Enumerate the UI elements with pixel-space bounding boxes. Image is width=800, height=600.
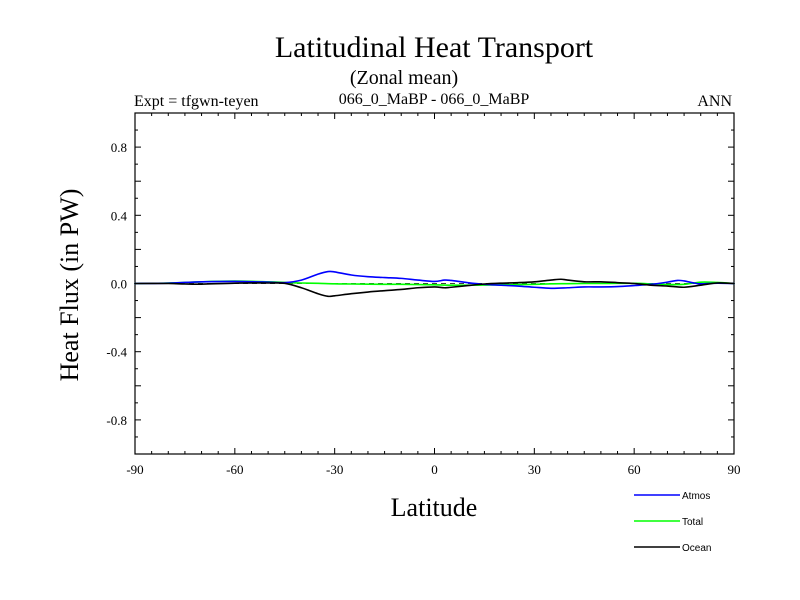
- x-tick-label: -30: [326, 462, 343, 477]
- y-tick-label: 0.8: [111, 140, 127, 155]
- x-tick-label: -60: [226, 462, 243, 477]
- case-label: 066_0_MaBP - 066_0_MaBP: [339, 91, 530, 108]
- series-line-atmos: [134, 270, 735, 290]
- chart-subtitle: (Zonal mean): [350, 67, 458, 89]
- season-label: ANN: [697, 93, 732, 110]
- legend-label-atmos: Atmos: [682, 491, 710, 502]
- y-axis-title: Heat Flux (in PW): [55, 189, 84, 382]
- y-tick-label: 0.0: [111, 277, 127, 292]
- x-tick-label: -90: [126, 462, 143, 477]
- experiment-label: Expt = tfgwn-teyen: [134, 93, 259, 110]
- x-tick-label: 0: [431, 462, 438, 477]
- y-tick-label: 0.4: [111, 208, 128, 223]
- plot-area: -90 -60 -30 0 30 60 90 0.8 0.4 0.0 -0.4 -0.8: [106, 112, 741, 477]
- legend: Atmos Total Ocean: [634, 491, 711, 554]
- x-tick-label: 90: [728, 462, 741, 477]
- y-tick-label: -0.4: [106, 345, 127, 360]
- legend-label-ocean: Ocean: [682, 543, 711, 554]
- x-tick-label: 30: [528, 462, 541, 477]
- series-line-ocean: [134, 278, 735, 298]
- y-tick-label: -0.8: [106, 413, 127, 428]
- chart-title: Latitudinal Heat Transport: [275, 31, 594, 64]
- legend-label-total: Total: [682, 517, 703, 528]
- x-axis-title: Latitude: [391, 493, 478, 522]
- x-tick-label: 60: [628, 462, 641, 477]
